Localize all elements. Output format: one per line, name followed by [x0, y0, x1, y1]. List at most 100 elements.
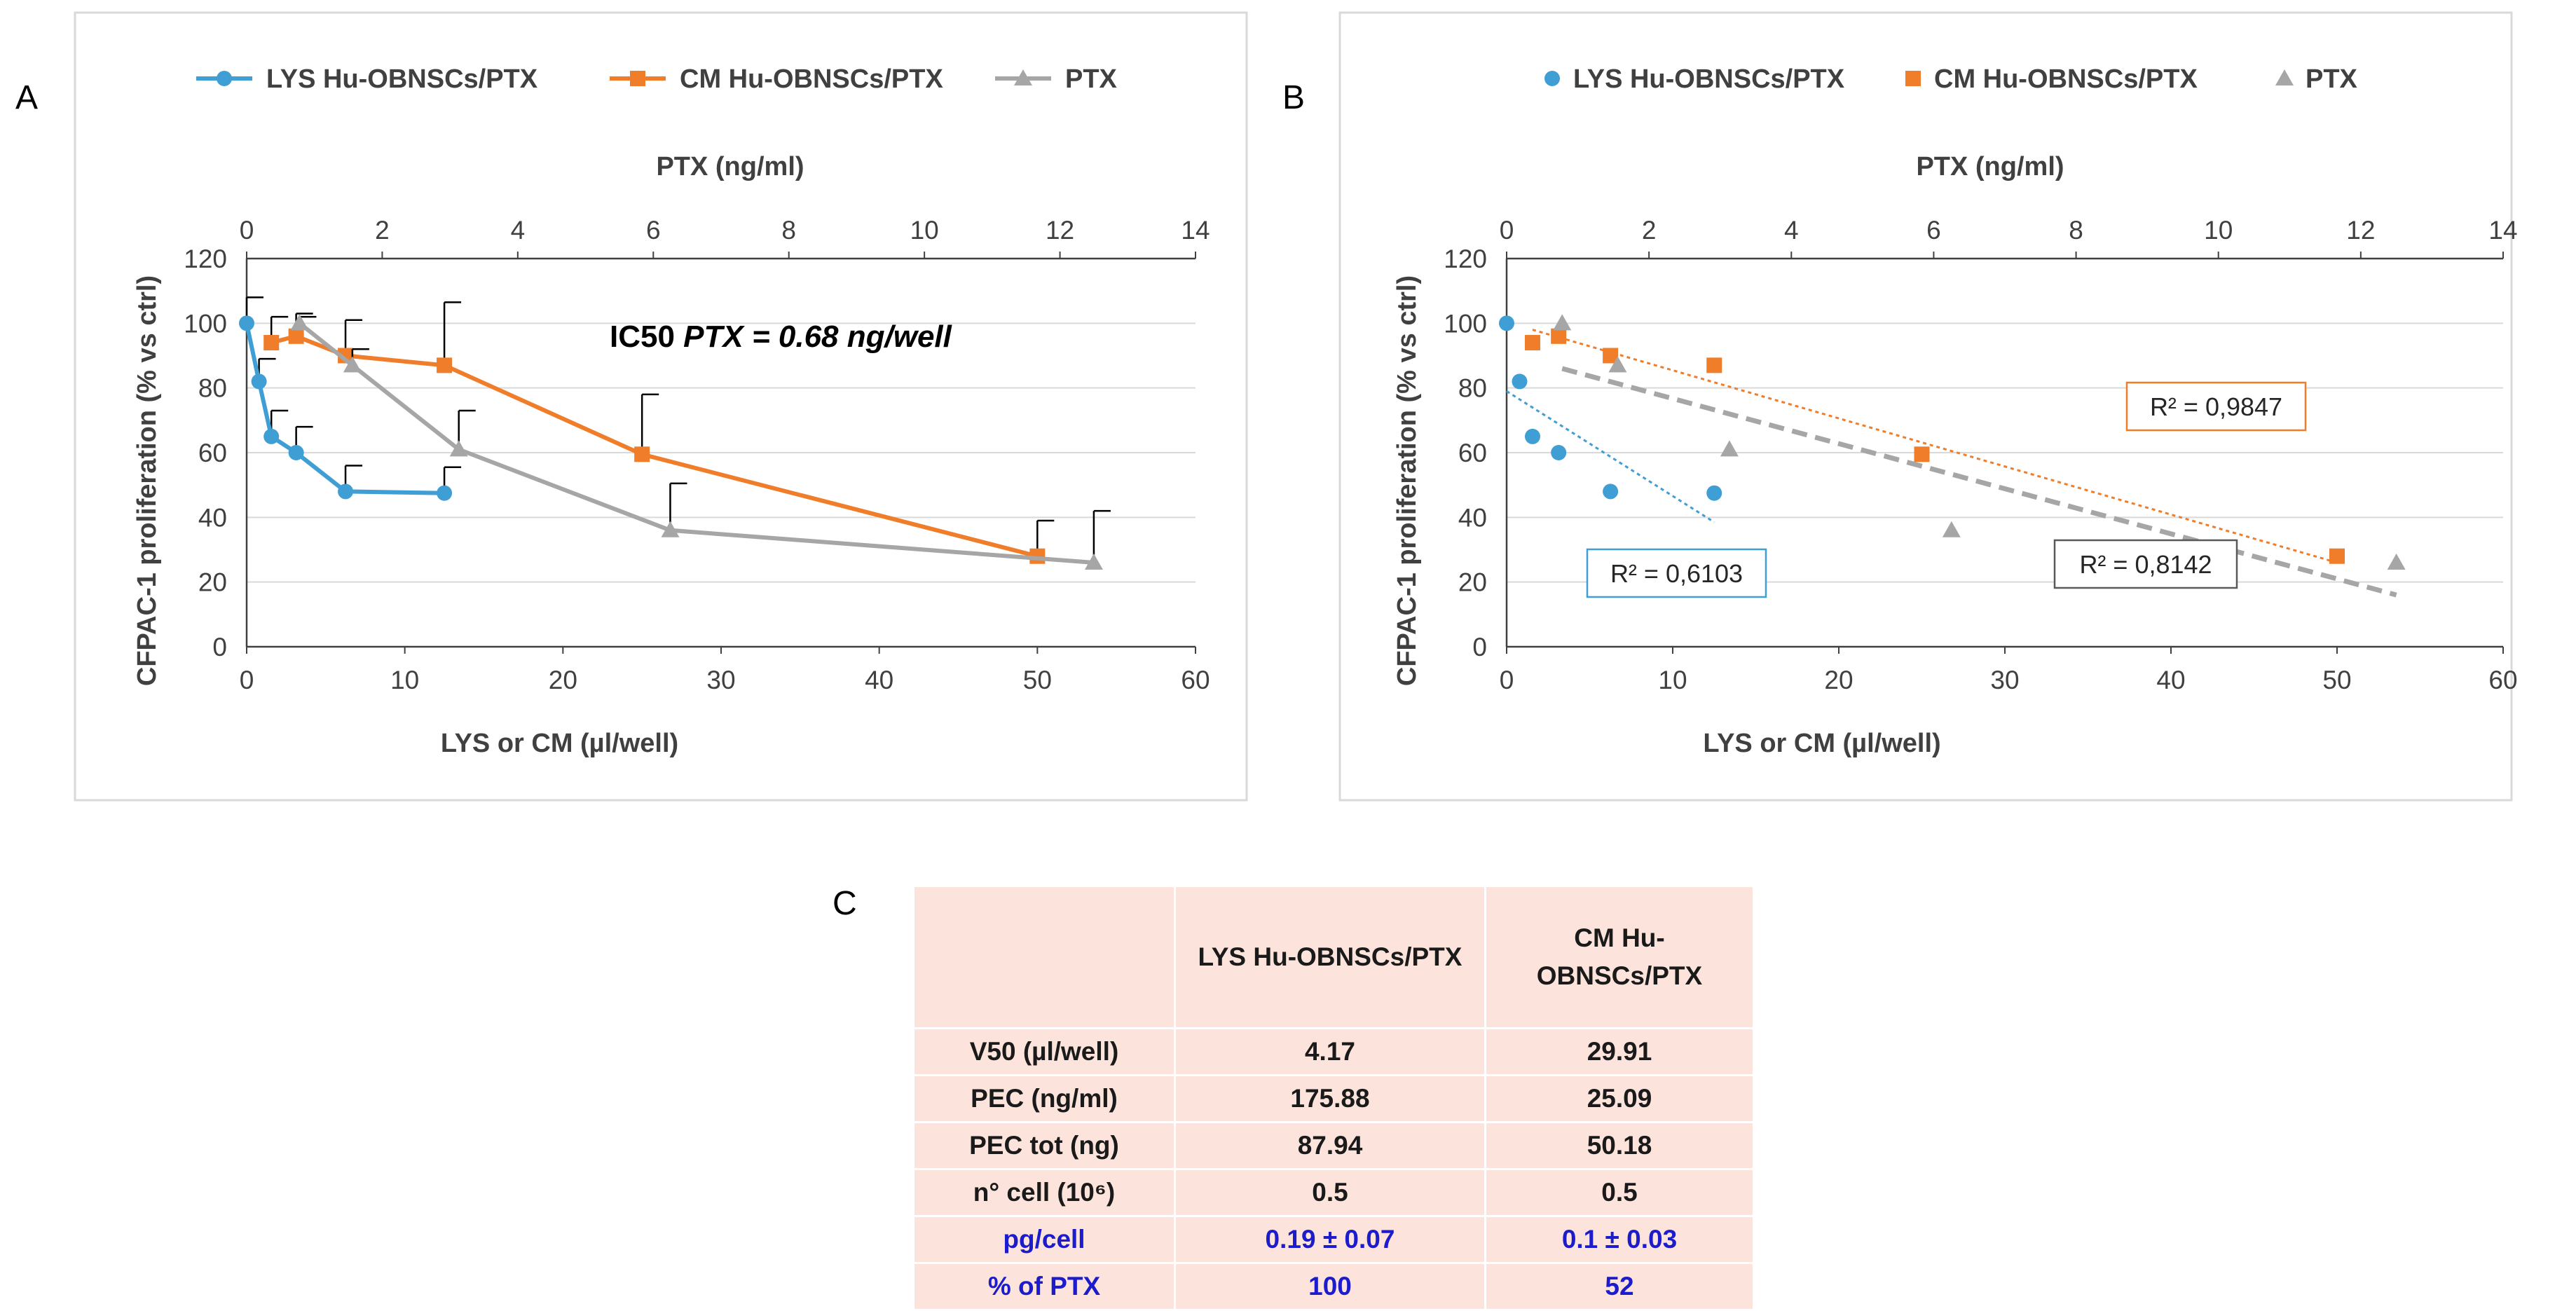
- a-data-point: [288, 445, 304, 460]
- a-series: [263, 301, 1055, 564]
- a-legend-marker: [1014, 69, 1032, 85]
- b-legend-label: PTX: [2306, 64, 2358, 94]
- table-row: pg/cell 0.19 ± 0.07 0.1 ± 0.03: [912, 1215, 1755, 1264]
- b-y-axis-title: CFPAC-1 proliferation (% vs ctrl): [1392, 275, 1422, 686]
- b-x2tick-label: 6: [1926, 216, 1941, 245]
- panel-b-plot: 0 20 40 60 80 100 120 0 10 20 30 40 50 60 0 2 4 6 8 10 12 14 L…: [1392, 64, 2518, 758]
- ic50-value: PTX = 0.68 ng/well: [683, 320, 952, 354]
- table-corner: [912, 885, 1176, 1029]
- a-xtick-label: 50: [1023, 666, 1052, 694]
- cell-n-cell-cm: 0.5: [1484, 1168, 1755, 1217]
- a-data-point: [661, 521, 680, 537]
- b-x2tick-label: 4: [1784, 216, 1799, 245]
- b-xtick-label: 20: [1824, 666, 1853, 694]
- a-xtick-label: 20: [549, 666, 577, 694]
- b-data-point: [1524, 335, 1540, 351]
- a-ytick-label: 60: [198, 439, 227, 467]
- cell-pg-cell-lys: 0.19 ± 0.07: [1174, 1215, 1486, 1264]
- b-data-point: [1603, 483, 1619, 500]
- a-legend-label: PTX: [1065, 64, 1118, 94]
- b-series: R² = 0,9847: [1524, 328, 2345, 564]
- b-data-point: [1512, 373, 1528, 390]
- cell-v50-lys: 4.17: [1174, 1027, 1486, 1076]
- a-y-axis-title: CFPAC-1 proliferation (% vs ctrl): [132, 275, 162, 686]
- b-legend-marker: [1905, 71, 1921, 86]
- row-label-n-cell: n° cell (10⁶): [912, 1168, 1176, 1217]
- a-data-point: [1084, 553, 1103, 570]
- cell-pec-tot-lys: 87.94: [1174, 1121, 1486, 1170]
- a-data-point: [288, 328, 304, 344]
- a-ytick-label: 40: [198, 503, 227, 532]
- b-r2-box: [2125, 381, 2307, 432]
- a-data-point: [338, 483, 354, 500]
- a-legend-marker: [217, 71, 232, 86]
- a-series: [239, 296, 462, 501]
- a-data-point: [263, 335, 280, 351]
- panel-a: A 0 20 40 60 80 100 120 0 10 20 30 40 50 60 0 2 4 6 8 10 12 1…: [15, 11, 1248, 802]
- b-legend-marker: [1544, 71, 1560, 86]
- a-x2tick-label: 12: [1046, 216, 1074, 245]
- a-x2-axis-title: PTX (ng/ml): [656, 152, 804, 181]
- b-data-point: [1608, 356, 1627, 373]
- b-data-point: [1551, 328, 1567, 344]
- a-x2tick-label: 14: [1181, 216, 1210, 245]
- a-ytick-label: 100: [184, 309, 227, 338]
- b-x2-axis-title: PTX (ng/ml): [1916, 152, 2064, 181]
- b-ytick-label: 60: [1458, 439, 1487, 467]
- table-row: n° cell (10⁶) 0.5 0.5: [912, 1168, 1755, 1217]
- b-xtick-label: 10: [1658, 666, 1687, 694]
- a-ytick-label: 120: [184, 245, 227, 273]
- a-data-point: [437, 357, 453, 373]
- b-ytick-label: 20: [1458, 568, 1487, 597]
- a-ytick-label: 0: [212, 633, 227, 661]
- cell-n-cell-lys: 0.5: [1174, 1168, 1486, 1217]
- panel-b: B 0 20 40 60 80 100 120 0 10 20 30 40 50 60 0 2 4 6 8 10 12 1…: [1282, 11, 2518, 802]
- a-data-point: [290, 314, 309, 331]
- table-row: PEC (ng/ml) 175.88 25.09: [912, 1074, 1755, 1123]
- b-legend-label: CM Hu-OBNSCs/PTX: [1934, 64, 2198, 94]
- b-x2tick-label: 14: [2488, 216, 2517, 245]
- a-xtick-label: 10: [390, 666, 419, 694]
- a-data-point: [338, 348, 354, 364]
- b-series: R² = 0,8142: [1553, 314, 2406, 598]
- b-x2tick-label: 0: [1500, 216, 1514, 245]
- row-label-v50: V50 (µl/well): [912, 1027, 1176, 1076]
- b-data-point: [2329, 548, 2345, 564]
- cell-pct-ptx-cm: 52: [1484, 1262, 1755, 1311]
- cell-pec-cm: 25.09: [1484, 1074, 1755, 1123]
- table-row: % of PTX 100 52: [912, 1262, 1755, 1311]
- a-legend-marker: [630, 71, 645, 86]
- a-data-point: [251, 373, 267, 390]
- a-xtick-label: 40: [865, 666, 893, 694]
- a-data-point: [634, 446, 650, 462]
- a-data-point: [437, 485, 453, 501]
- b-trendline: [1561, 366, 2397, 598]
- a-xtick-label: 0: [240, 666, 254, 694]
- cell-pec-lys: 175.88: [1174, 1074, 1486, 1123]
- cell-v50-cm: 29.91: [1484, 1027, 1755, 1076]
- a-x2tick-label: 2: [375, 216, 390, 245]
- b-x2tick-label: 8: [2069, 216, 2083, 245]
- a-x2tick-label: 8: [781, 216, 796, 245]
- a-data-point: [343, 356, 362, 373]
- b-ytick-label: 120: [1444, 245, 1487, 273]
- panel-c-letter: C: [833, 885, 857, 922]
- panel-a-letter: A: [15, 79, 38, 116]
- row-label-pec: PEC (ng/ml): [912, 1074, 1176, 1123]
- b-ytick-label: 40: [1458, 503, 1487, 532]
- row-label-pct-ptx: % of PTX: [912, 1262, 1176, 1311]
- b-data-point: [1553, 314, 1572, 331]
- panel-a-plot: 0 20 40 60 80 100 120 0 10 20 30 40 50 60 0 2 4 6 8 10 12 14 L…: [132, 64, 1210, 758]
- b-ytick-label: 80: [1458, 374, 1487, 403]
- b-x-axis-title: LYS or CM (µl/well): [1703, 729, 1940, 758]
- a-data-point: [449, 440, 468, 457]
- results-table: LYS Hu-OBNSCs/PTX CM Hu-OBNSCs/PTX V50 (…: [912, 885, 1755, 1311]
- b-legend-marker: [2275, 69, 2294, 85]
- b-data-point: [1603, 348, 1619, 364]
- cell-pg-cell-cm: 0.1 ± 0.03: [1484, 1215, 1755, 1264]
- a-x2tick-label: 4: [511, 216, 526, 245]
- a-legend-label: LYS Hu-OBNSCs/PTX: [266, 64, 538, 94]
- b-r2-label: R² = 0,9847: [2150, 392, 2282, 421]
- b-r2-label: R² = 0,6103: [1610, 559, 1743, 588]
